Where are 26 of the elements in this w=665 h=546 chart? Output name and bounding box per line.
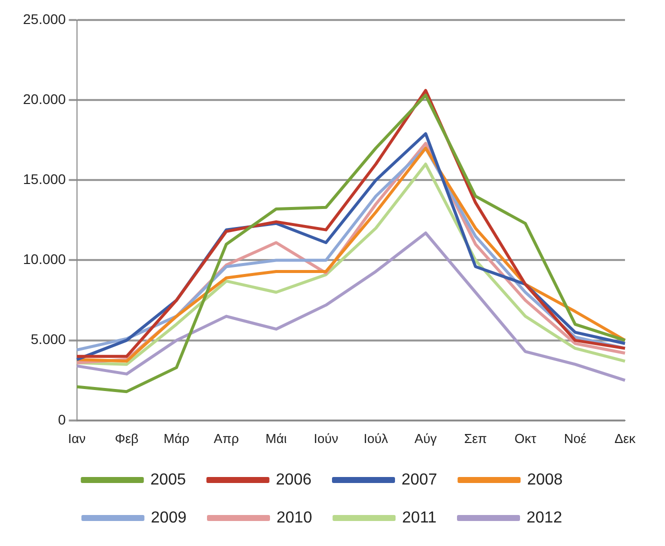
x-tick-label: Ιούν — [314, 430, 338, 446]
legend-label: 2005 — [150, 471, 186, 488]
x-tick-label: Οκτ — [514, 430, 538, 446]
legend-label: 2008 — [527, 471, 563, 488]
y-tick-label: 25.000 — [22, 10, 66, 27]
y-tick-label: 15.000 — [22, 171, 66, 188]
x-tick-label: Φεβ — [114, 430, 138, 446]
x-tick-label: Ιαν — [68, 430, 86, 446]
x-tick-label: Ιούλ — [364, 430, 389, 446]
legend-label: 2012 — [526, 509, 562, 526]
legend-label: 2006 — [276, 471, 312, 488]
x-tick-label: Αύγ — [414, 430, 438, 446]
y-tick-label: 20.000 — [22, 90, 66, 107]
legend-label: 2007 — [402, 471, 438, 488]
x-tick-label: Δεκ — [614, 430, 636, 446]
legend-label: 2011 — [402, 509, 437, 526]
y-tick-label: 10.000 — [22, 251, 66, 268]
legend-label: 2009 — [150, 509, 187, 526]
y-tick-label: 0 — [58, 411, 66, 428]
legend-label: 2010 — [276, 509, 312, 526]
y-tick-label: 5.000 — [30, 331, 66, 348]
x-tick-label: Σεπ — [464, 430, 487, 446]
x-tick-label: Νοέ — [564, 430, 587, 446]
x-tick-label: Μάι — [266, 430, 287, 446]
x-tick-label: Μάρ — [164, 430, 190, 446]
x-tick-label: Απρ — [214, 430, 239, 446]
